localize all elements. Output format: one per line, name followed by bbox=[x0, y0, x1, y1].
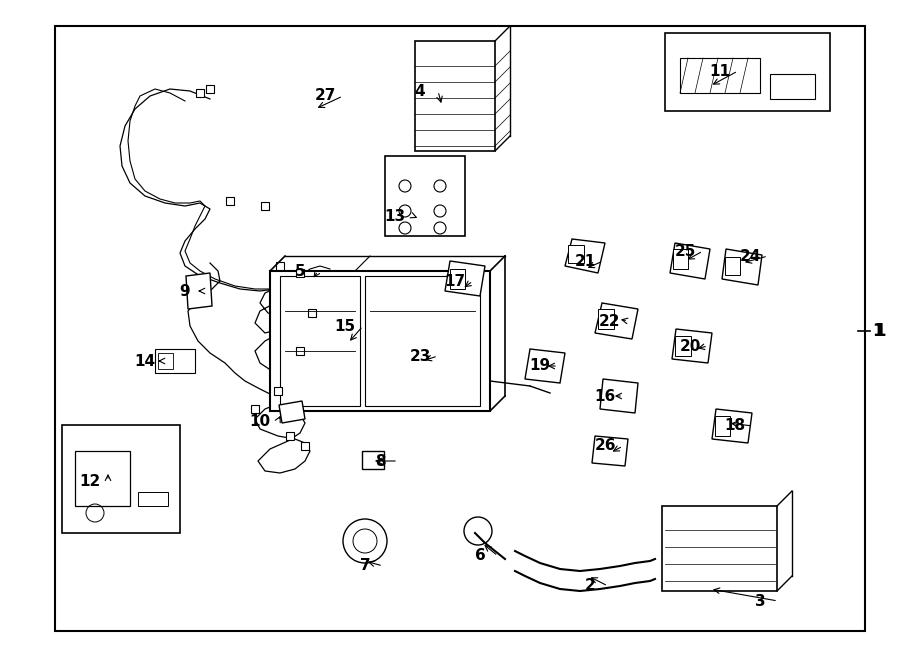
Text: 27: 27 bbox=[314, 89, 336, 104]
Bar bbox=[158, 353, 173, 369]
Bar bbox=[296, 269, 304, 277]
Polygon shape bbox=[595, 303, 638, 339]
Text: 24: 24 bbox=[739, 249, 760, 264]
Text: 23: 23 bbox=[410, 348, 431, 364]
Bar bbox=[305, 274, 317, 286]
Bar bbox=[673, 249, 688, 269]
Text: 8: 8 bbox=[374, 453, 385, 469]
Text: 14: 14 bbox=[134, 354, 156, 368]
Bar bbox=[196, 89, 204, 97]
Text: 20: 20 bbox=[680, 338, 701, 354]
Bar bbox=[286, 432, 294, 440]
Bar bbox=[62, 425, 180, 533]
Text: 9: 9 bbox=[180, 284, 190, 299]
Text: 21: 21 bbox=[574, 254, 596, 268]
Text: 11: 11 bbox=[709, 63, 731, 79]
Bar bbox=[226, 197, 234, 205]
Bar bbox=[405, 345, 440, 373]
Polygon shape bbox=[565, 239, 605, 273]
Text: 25: 25 bbox=[674, 243, 696, 258]
Bar bbox=[415, 41, 495, 151]
Bar bbox=[261, 202, 269, 210]
Polygon shape bbox=[712, 409, 752, 443]
Bar bbox=[280, 276, 360, 406]
Bar bbox=[725, 257, 740, 275]
Polygon shape bbox=[279, 401, 305, 423]
Bar bbox=[296, 347, 304, 355]
Text: 16: 16 bbox=[594, 389, 616, 403]
Polygon shape bbox=[672, 329, 712, 363]
Polygon shape bbox=[525, 349, 565, 383]
Text: 6: 6 bbox=[474, 549, 485, 563]
Polygon shape bbox=[592, 436, 628, 466]
Bar bbox=[770, 74, 815, 99]
Bar bbox=[568, 245, 584, 263]
Bar bbox=[308, 309, 316, 317]
Bar bbox=[301, 442, 309, 450]
Bar bbox=[365, 276, 480, 406]
Bar bbox=[665, 33, 830, 111]
Text: 4: 4 bbox=[415, 83, 426, 98]
Text: 26: 26 bbox=[594, 438, 616, 453]
Bar bbox=[662, 506, 777, 591]
Bar bbox=[450, 269, 465, 289]
Bar bbox=[385, 156, 465, 236]
Text: 22: 22 bbox=[599, 313, 621, 329]
Text: 10: 10 bbox=[249, 414, 271, 428]
Bar bbox=[276, 262, 284, 270]
Text: 2: 2 bbox=[585, 578, 596, 594]
Bar bbox=[274, 387, 282, 395]
Text: 1: 1 bbox=[872, 322, 884, 340]
Polygon shape bbox=[670, 243, 710, 279]
Polygon shape bbox=[600, 379, 638, 413]
Polygon shape bbox=[445, 261, 485, 296]
Bar bbox=[75, 451, 130, 506]
Text: 12: 12 bbox=[79, 473, 101, 488]
Bar bbox=[362, 451, 384, 469]
Polygon shape bbox=[722, 249, 762, 285]
Bar bbox=[206, 85, 214, 93]
Text: 17: 17 bbox=[445, 274, 465, 288]
Polygon shape bbox=[186, 273, 212, 309]
Text: 19: 19 bbox=[529, 358, 551, 373]
Bar bbox=[270, 271, 490, 411]
Bar bbox=[410, 349, 422, 369]
Text: 1: 1 bbox=[874, 322, 886, 340]
Text: 15: 15 bbox=[335, 319, 356, 334]
Bar bbox=[715, 416, 730, 436]
Text: 13: 13 bbox=[384, 208, 406, 223]
Bar bbox=[138, 492, 168, 506]
Bar bbox=[675, 336, 691, 356]
Text: 7: 7 bbox=[360, 559, 370, 574]
Bar bbox=[251, 405, 259, 413]
Text: 5: 5 bbox=[294, 264, 305, 278]
Bar bbox=[680, 58, 760, 93]
Bar bbox=[342, 343, 356, 353]
Bar bbox=[598, 309, 614, 329]
Text: 3: 3 bbox=[755, 594, 765, 609]
Bar bbox=[155, 349, 195, 373]
Text: 18: 18 bbox=[724, 418, 745, 434]
